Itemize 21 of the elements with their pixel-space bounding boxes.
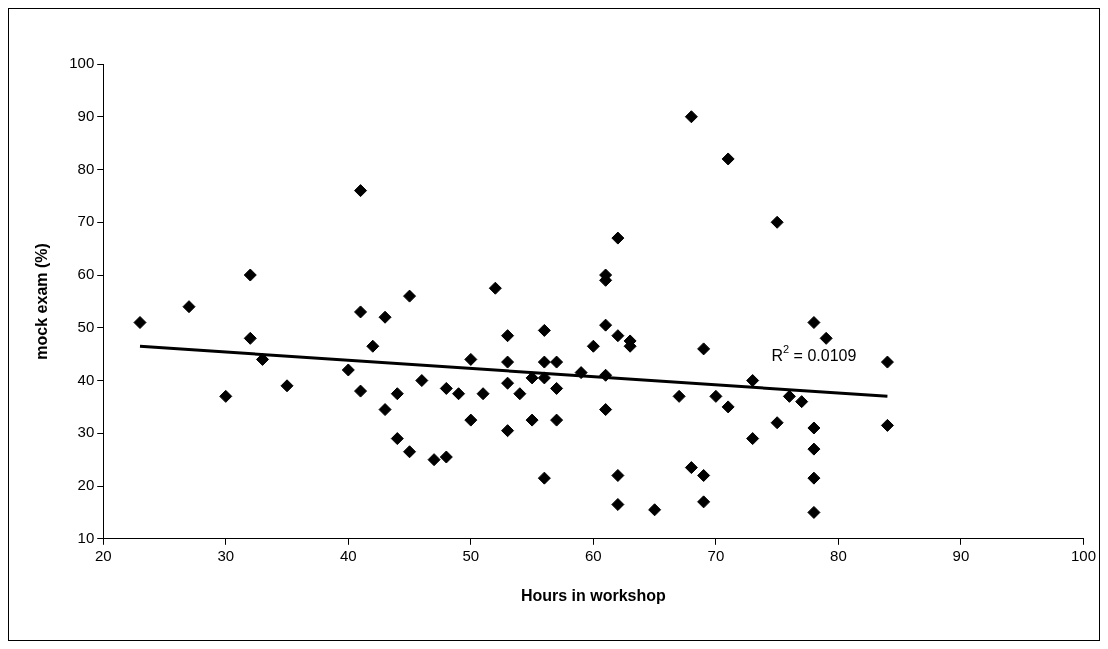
y-tick-label: 100: [69, 54, 95, 72]
y-tick-label: 40: [77, 370, 95, 388]
y-tick-label: 20: [77, 476, 95, 494]
x-tick-label: 80: [830, 546, 847, 564]
y-tick-label: 80: [77, 159, 95, 177]
y-tick-label: 70: [77, 212, 95, 230]
y-tick-label: 90: [77, 106, 95, 124]
x-tick-label: 100: [1070, 546, 1096, 564]
x-tick-label: 40: [339, 546, 357, 564]
y-axis-title: mock exam (%): [33, 243, 51, 360]
y-tick-label: 50: [77, 317, 95, 335]
x-tick-label: 20: [94, 546, 112, 564]
x-tick-label: 30: [217, 546, 235, 564]
x-tick-label: 90: [952, 546, 970, 564]
x-axis-title: Hours in workshop: [520, 586, 667, 604]
y-tick-label: 10: [77, 528, 95, 546]
x-tick-label: 50: [462, 546, 480, 564]
x-tick-label: 70: [707, 546, 725, 564]
y-tick-label: 30: [77, 423, 95, 441]
x-tick-label: 60: [585, 546, 602, 564]
y-tick-label: 60: [77, 265, 95, 283]
